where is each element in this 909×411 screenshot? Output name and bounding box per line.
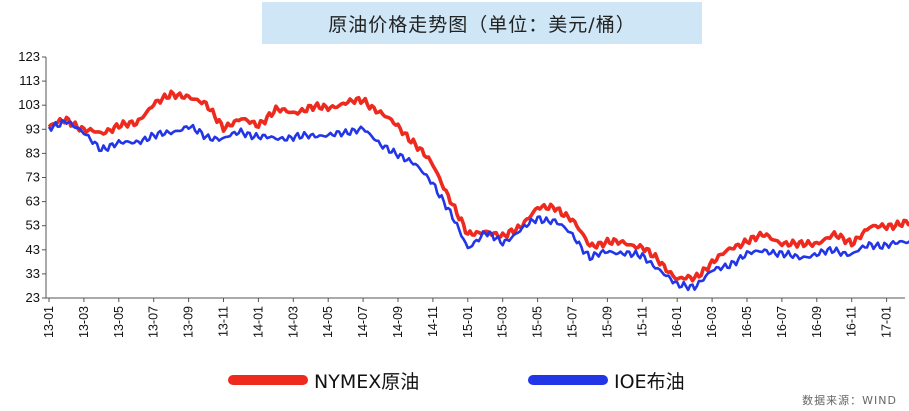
x-tick-label: 16-03 [705, 306, 719, 338]
x-tick-label: 15-01 [461, 306, 475, 338]
x-axis: 13-01 13-03 13-05 13-07 13-09 13-11 14-01 14-03… [42, 297, 905, 338]
x-tick-label: 14-03 [286, 306, 300, 338]
series-line-nymex [47, 89, 909, 283]
x-tick-label: 13-01 [42, 306, 56, 338]
legend-label-ioe: IOE布油 [614, 370, 685, 393]
legend-swatch-nymex [228, 375, 308, 385]
legend-item-ioe: IOE布油 [528, 366, 685, 394]
data-source-note: 数据来源：WIND [802, 394, 897, 407]
x-tick-label: 13-09 [182, 306, 196, 338]
x-tick-label: 16-05 [740, 306, 754, 338]
x-tick-label: 17-01 [880, 306, 894, 338]
legend-item-nymex: NYMEX原油 [228, 366, 419, 394]
legend-label-nymex: NYMEX原油 [314, 370, 420, 393]
x-tick-label: 14-07 [356, 306, 370, 338]
x-tick-label: 15-11 [635, 306, 649, 337]
y-tick-label: 43 [26, 242, 40, 257]
x-tick-label: 14-01 [251, 306, 265, 338]
x-tick-label: 13-03 [77, 306, 91, 338]
y-tick-label: 33 [26, 266, 40, 281]
y-tick-label: 123 [18, 49, 40, 64]
y-tick-label: 83 [26, 145, 40, 160]
y-tick-label: 63 [26, 194, 40, 209]
x-tick-label: 13-07 [147, 306, 161, 338]
series-lines [47, 89, 909, 292]
y-tick-label: 53 [26, 218, 40, 233]
x-tick-label: 15-03 [496, 306, 510, 338]
y-tick-label: 113 [19, 73, 40, 88]
x-tick-label: 14-09 [391, 306, 405, 338]
x-tick-label: 13-05 [112, 306, 126, 338]
chart-title: 原油价格走势图（单位：美元/桶） [328, 13, 636, 36]
x-tick-label: 13-11 [217, 306, 231, 337]
x-tick-label: 16-09 [810, 306, 824, 338]
y-tick-label: 103 [18, 97, 40, 112]
x-tick-label: 16-01 [670, 306, 684, 338]
x-tick-label: 16-07 [775, 306, 789, 338]
x-tick-label: 14-05 [321, 306, 335, 338]
y-tick-label: 23 [26, 290, 40, 305]
x-tick-label: 15-07 [566, 306, 580, 338]
x-tick-label: 16-11 [845, 306, 859, 337]
x-tick-label: 14-11 [426, 306, 440, 337]
y-tick-label: 73 [26, 170, 40, 185]
series-line-ioe [47, 118, 909, 292]
y-axis: 23 33 43 53 63 73 83 93 103 113 123 [18, 49, 47, 305]
y-tick-label: 93 [26, 121, 40, 136]
chart-title-box: 原油价格走势图（单位：美元/桶） [262, 2, 702, 44]
x-tick-label: 15-05 [531, 306, 545, 338]
x-tick-label: 15-09 [600, 306, 614, 338]
legend-swatch-ioe [528, 375, 608, 385]
